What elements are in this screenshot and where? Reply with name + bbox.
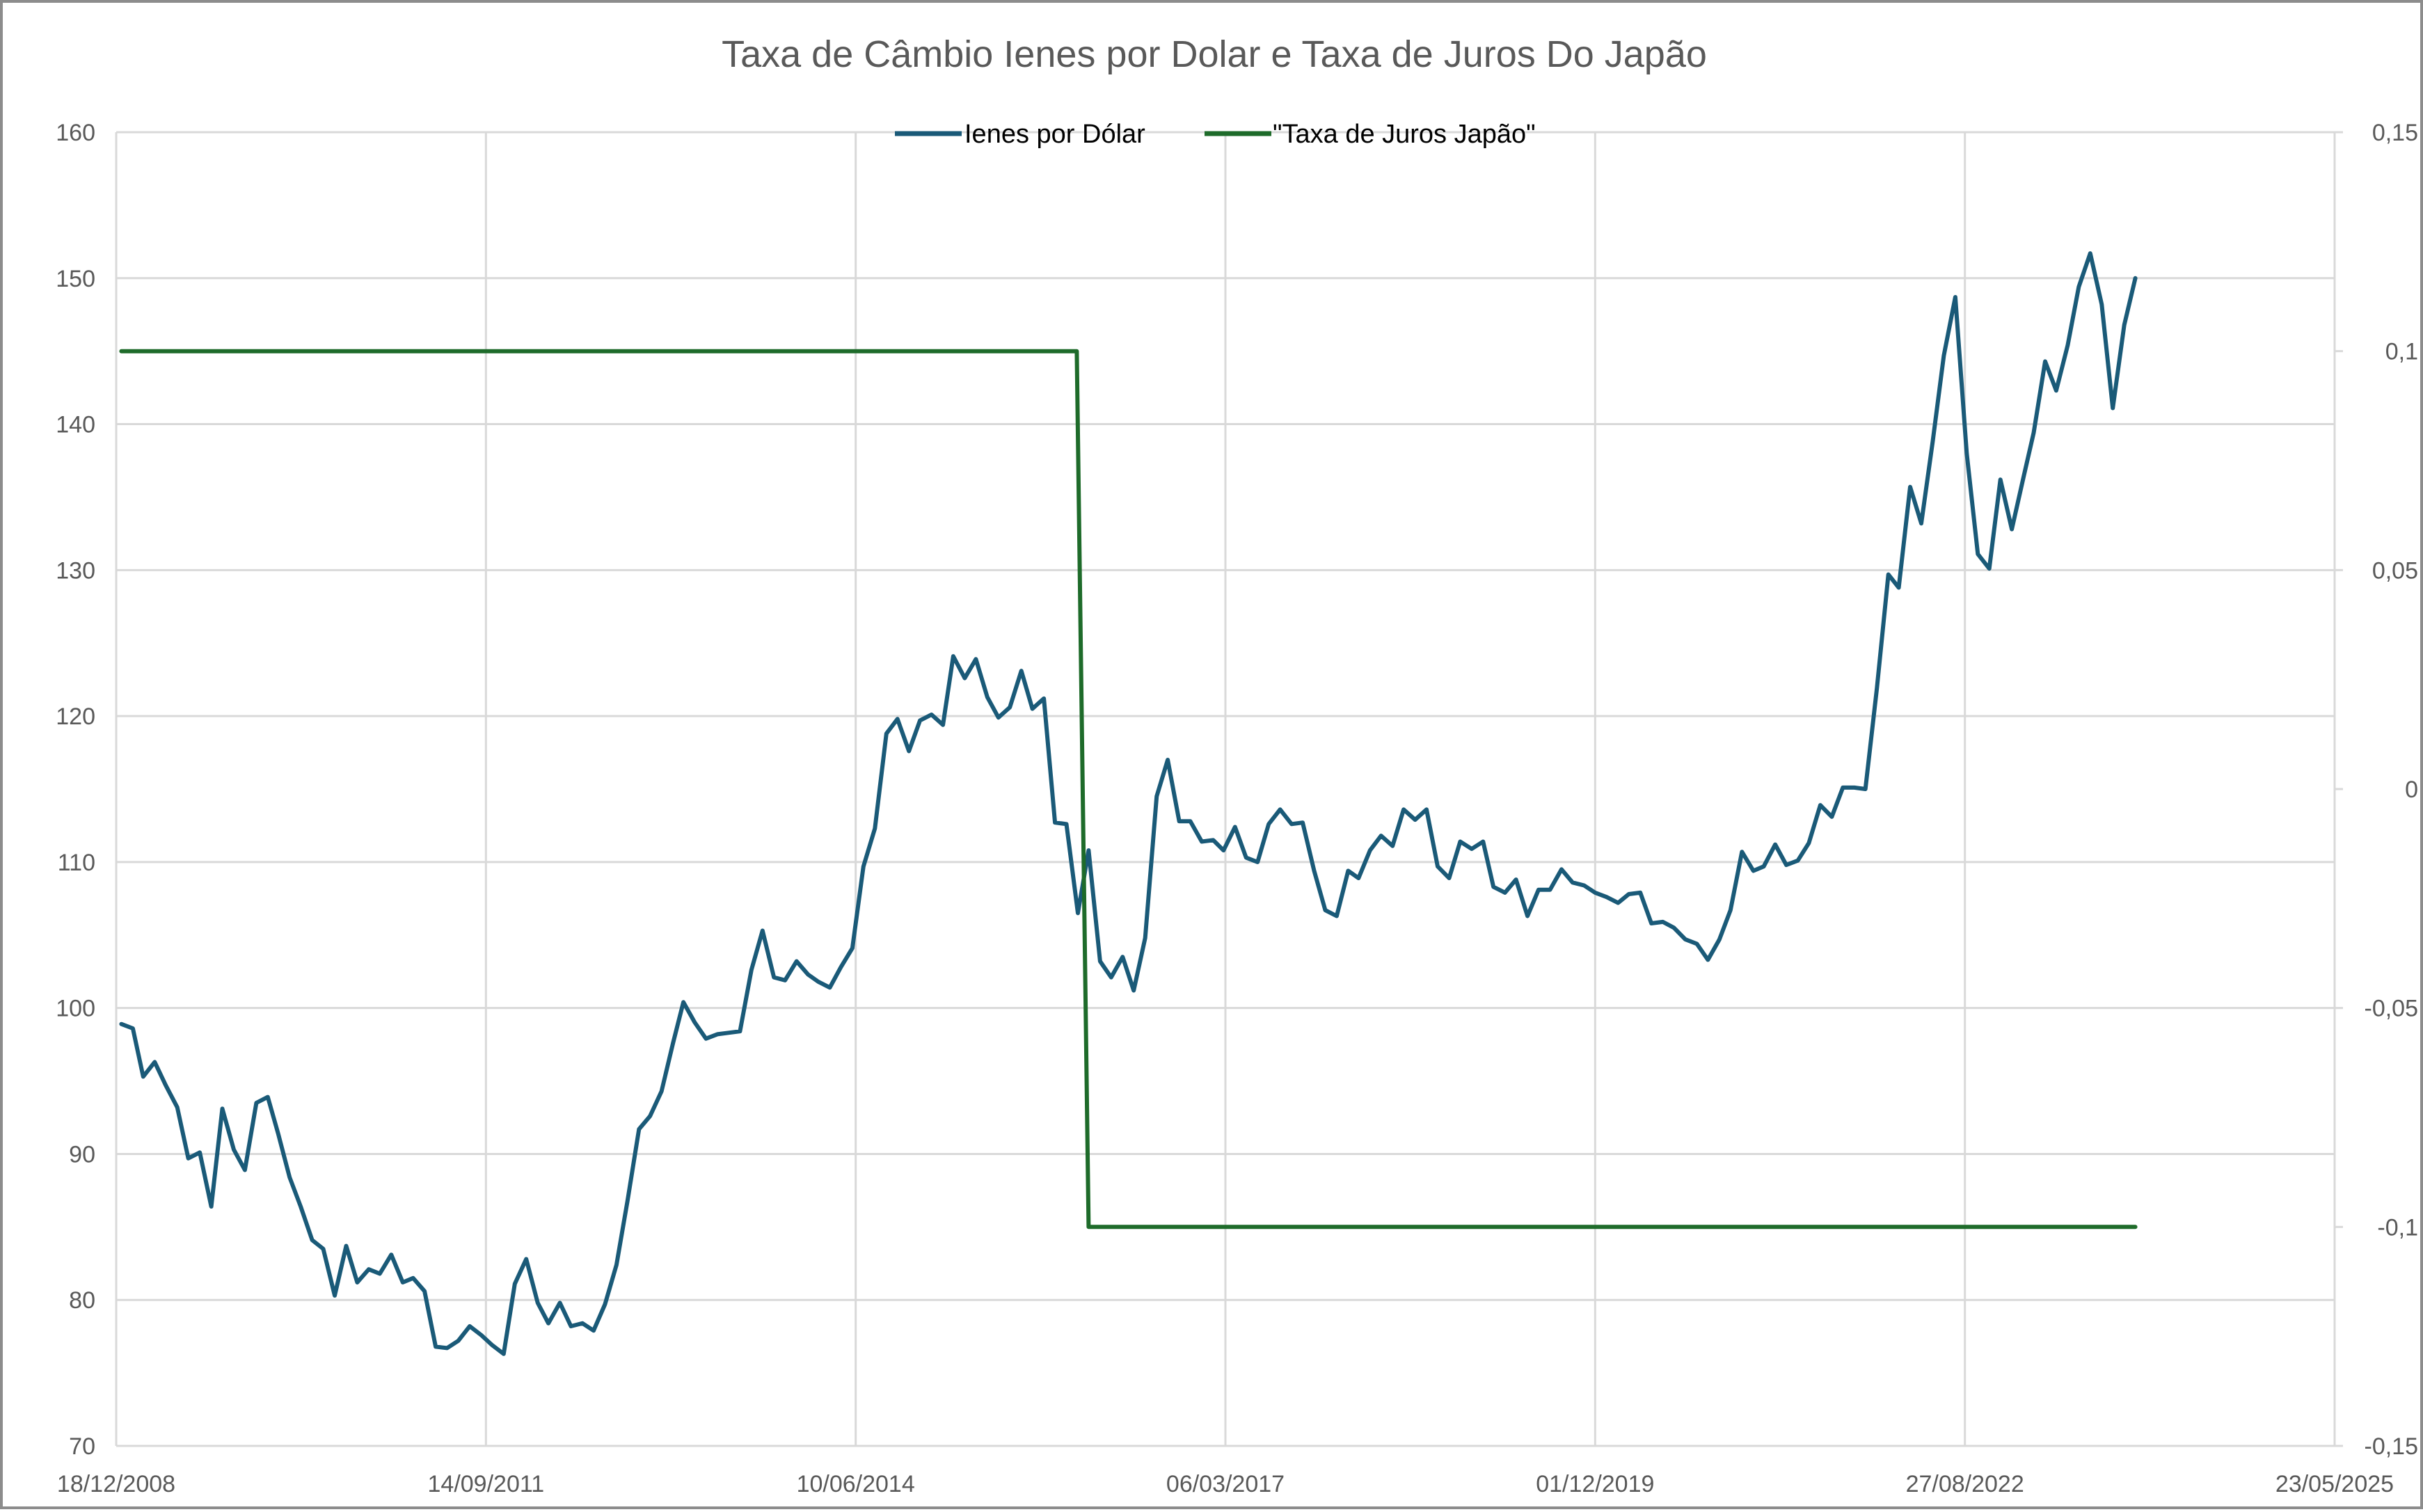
right-tick-label: 0,05 — [2372, 557, 2418, 584]
x-tick-label: 23/05/2025 — [2275, 1471, 2394, 1497]
x-tick-label: 14/09/2011 — [428, 1471, 545, 1497]
right-tick-label: -0,1 — [2377, 1214, 2418, 1241]
series-layer — [119, 251, 2138, 1356]
right-tick-label: -0,05 — [2365, 996, 2419, 1022]
x-tick-label: 06/03/2017 — [1166, 1471, 1285, 1497]
right-tick-label: 0,15 — [2372, 120, 2418, 146]
right-tick-label: 0 — [2405, 777, 2418, 803]
left-tick-label: 70 — [69, 1433, 95, 1460]
right-y-axis: -0,15 -0,1 -0,05 0 0,05 0,1 0,15 — [2335, 120, 2418, 1460]
legend: Ienes por Dólar "Taxa de Juros Japão" — [895, 120, 1536, 149]
vertical-gridlines — [115, 132, 2336, 1446]
left-tick-label: 120 — [56, 703, 95, 730]
x-axis: 18/12/2008 14/09/2011 10/06/2014 06/03/2017… — [57, 1471, 2394, 1497]
left-tick-label: 80 — [69, 1287, 95, 1314]
left-tick-label: 160 — [56, 120, 95, 146]
left-y-axis: 70 80 90 100 110 120 130 140 150 160 — [56, 120, 95, 1460]
left-tick-label: 100 — [56, 996, 95, 1022]
x-tick-label: 18/12/2008 — [57, 1471, 175, 1497]
left-tick-label: 150 — [56, 266, 95, 292]
chart-title: Taxa de Câmbio Ienes por Dolar e Taxa de… — [722, 33, 1707, 75]
left-tick-label: 140 — [56, 412, 95, 438]
chart-svg: Taxa de Câmbio Ienes por Dolar e Taxa de… — [56, 33, 2418, 1497]
x-tick-label: 10/06/2014 — [797, 1471, 915, 1497]
x-tick-label: 27/08/2022 — [1906, 1471, 2024, 1497]
series-line-taxa-de-juros — [119, 349, 2138, 1230]
series-line-ienes-por-dolar — [119, 251, 2138, 1356]
x-tick-label: 01/12/2019 — [1536, 1471, 1654, 1497]
left-tick-label: 130 — [56, 557, 95, 584]
left-tick-label: 90 — [69, 1141, 95, 1168]
legend-label: "Taxa de Juros Japão" — [1273, 120, 1536, 149]
right-tick-label: 0,1 — [2385, 339, 2418, 365]
right-tick-label: -0,15 — [2365, 1433, 2419, 1460]
legend-label: Ienes por Dólar — [964, 120, 1145, 149]
left-tick-label: 110 — [58, 850, 95, 876]
